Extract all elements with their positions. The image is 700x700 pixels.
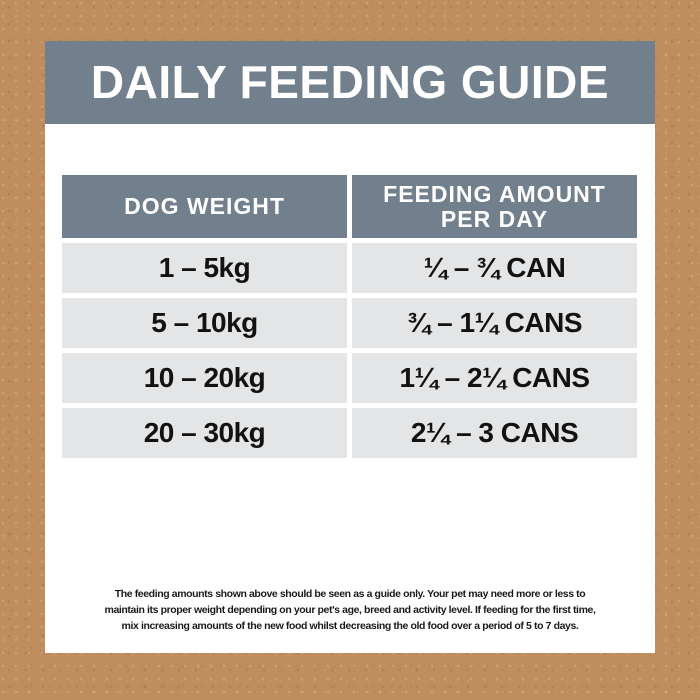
table-row: 10 – 20kg 1¼ – 2¼ CANS [62,353,637,403]
feeding-table: DOG WEIGHT FEEDING AMOUNT PER DAY 1 – 5k… [62,175,637,458]
page-title: DAILY FEEDING GUIDE [90,55,610,108]
disclaimer-line: The feeding amounts shown above should b… [114,588,586,600]
table-row: 1 – 5kg ¼ – ¾ CAN [62,243,637,293]
disclaimer-line: mix increasing amounts of the new food w… [121,620,579,632]
column-header-feeding-amount: FEEDING AMOUNT PER DAY [352,175,637,238]
amount-cell: 2¼ – 3 CANS [352,408,637,458]
amount-cell: ¾ – 1¼ CANS [352,298,637,348]
amount-cell: ¼ – ¾ CAN [352,243,637,293]
weight-cell: 1 – 5kg [62,243,347,293]
feeding-disclaimer: The feeding amounts shown above should b… [45,586,655,634]
table-row: 20 – 30kg 2¼ – 3 CANS [62,408,637,458]
disclaimer-line: maintain its proper weight depending on … [104,604,596,616]
title-bar: DAILY FEEDING GUIDE [45,41,655,124]
table-row: 5 – 10kg ¾ – 1¼ CANS [62,298,637,348]
amount-cell: 1¼ – 2¼ CANS [352,353,637,403]
feeding-guide-panel: DAILY FEEDING GUIDE DOG WEIGHT FEEDING A… [45,41,655,653]
weight-cell: 10 – 20kg [62,353,347,403]
column-header-dog-weight: DOG WEIGHT [62,175,347,238]
weight-cell: 20 – 30kg [62,408,347,458]
weight-cell: 5 – 10kg [62,298,347,348]
table-header-row: DOG WEIGHT FEEDING AMOUNT PER DAY [62,175,637,238]
